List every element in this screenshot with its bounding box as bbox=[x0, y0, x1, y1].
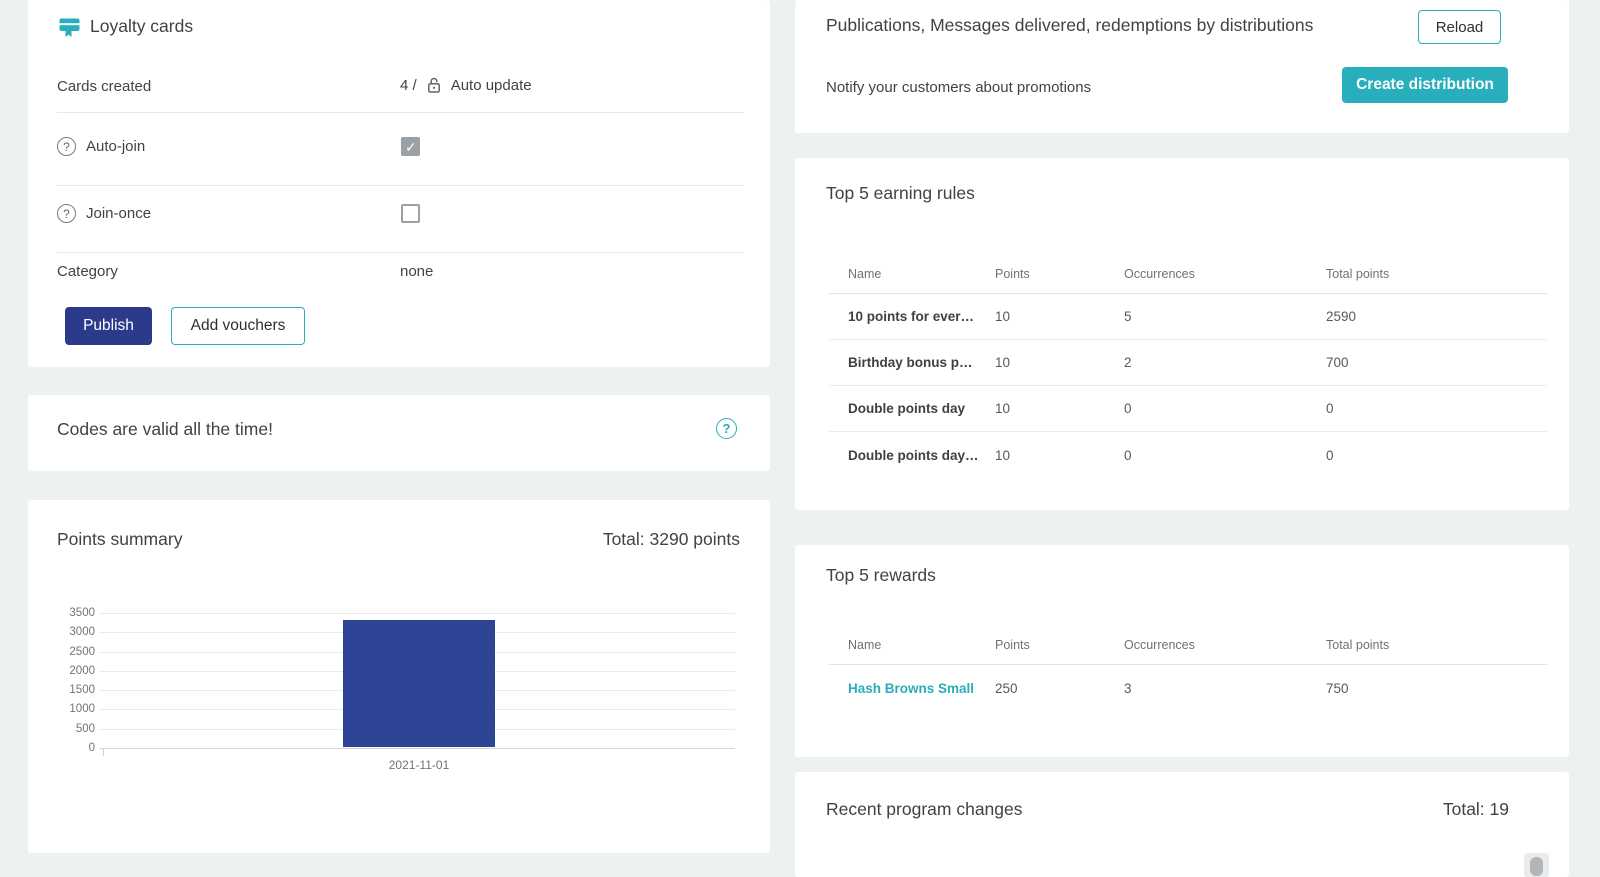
points-summary-card: Points summary Total: 3290 points 0 500 10… bbox=[28, 500, 770, 853]
row-value: 10 bbox=[995, 355, 1011, 370]
row-value: 0 bbox=[1326, 447, 1334, 463]
divider bbox=[57, 185, 744, 186]
top-rewards-card: Top 5 rewards Name Points Occurrences Total… bbox=[795, 545, 1569, 757]
x-tick-label: 2021-11-01 bbox=[388, 758, 450, 772]
codes-validity-text: Codes are valid all the time! bbox=[57, 419, 273, 439]
column-header: Occurrences bbox=[1124, 266, 1195, 281]
divider bbox=[57, 112, 744, 113]
earning-rules-title: Top 5 earning rules bbox=[826, 183, 975, 203]
auto-join-label: Auto-join bbox=[86, 138, 146, 155]
table-row: 10 points for ever… 10 5 2590 bbox=[829, 294, 1547, 340]
create-distribution-button[interactable]: Create distribution bbox=[1342, 67, 1508, 103]
y-tick-label: 2000 bbox=[69, 664, 95, 677]
y-tick-label: 0 bbox=[88, 742, 95, 754]
recent-changes-total: Total: 19 bbox=[1442, 799, 1509, 819]
rewards-title: Top 5 rewards bbox=[826, 565, 936, 585]
table-header-row: Name Points Occurrences Total points bbox=[829, 625, 1547, 665]
loyalty-cards-card: Loyalty cards Cards created 4 / Auto upd… bbox=[28, 0, 770, 367]
column-header: Total points bbox=[1326, 266, 1390, 281]
row-value: 750 bbox=[1326, 680, 1349, 696]
join-once-label: Join-once bbox=[86, 205, 152, 222]
column-header: Name bbox=[848, 266, 882, 281]
chart-bar bbox=[343, 620, 495, 747]
scrollbar-thumb[interactable] bbox=[1530, 857, 1543, 876]
gridline bbox=[99, 613, 735, 614]
recent-changes-title: Recent program changes bbox=[826, 799, 1023, 819]
row-value: 5 bbox=[1124, 309, 1132, 324]
gridline bbox=[99, 748, 735, 749]
earning-rules-table: Name Points Occurrences Total points 10 poin… bbox=[829, 254, 1547, 478]
row-name: Double points day bbox=[848, 401, 966, 416]
loyalty-cards-header: Loyalty cards bbox=[58, 15, 193, 38]
reload-button[interactable]: Reload bbox=[1418, 10, 1501, 44]
cards-created-label: Cards created bbox=[57, 78, 152, 95]
points-summary-total: Total: 3290 points bbox=[602, 529, 740, 549]
points-bar-chart: 0 500 1000 1500 2000 2500 3000 3500 2021-11-01 bbox=[69, 607, 735, 772]
card-title: Loyalty cards bbox=[90, 16, 194, 36]
row-value: 2590 bbox=[1326, 309, 1357, 324]
cards-created-count: 4 / bbox=[400, 76, 417, 94]
question-icon[interactable]: ? bbox=[57, 137, 76, 156]
y-tick-label: 1000 bbox=[69, 703, 95, 716]
column-header: Name bbox=[848, 637, 882, 652]
row-value: 700 bbox=[1326, 355, 1349, 370]
lock-icon bbox=[424, 75, 444, 95]
row-value: 0 bbox=[1124, 447, 1132, 463]
category-label: Category bbox=[57, 263, 118, 280]
auto-join-checkbox[interactable] bbox=[401, 137, 420, 156]
join-once-row: ? Join-once bbox=[57, 204, 151, 223]
y-axis-stub bbox=[103, 748, 104, 756]
column-header: Points bbox=[995, 266, 1030, 281]
question-icon[interactable]: ? bbox=[57, 204, 76, 223]
table-row: Double points day… 10 0 0 bbox=[829, 432, 1547, 478]
row-value: 250 bbox=[995, 680, 1018, 696]
reward-name-link[interactable]: Hash Browns Small bbox=[848, 680, 975, 696]
y-tick-label: 500 bbox=[75, 722, 95, 735]
column-header: Occurrences bbox=[1124, 637, 1195, 652]
top-earning-rules-card: Top 5 earning rules Name Points Occurrence… bbox=[795, 158, 1569, 510]
y-tick-label: 3500 bbox=[69, 607, 95, 619]
y-tick-label: 3000 bbox=[69, 626, 95, 639]
row-name: Double points day… bbox=[848, 447, 979, 463]
join-once-checkbox[interactable] bbox=[401, 204, 420, 223]
auto-update-label: Auto update bbox=[450, 76, 532, 94]
y-tick-label: 1500 bbox=[69, 684, 95, 697]
column-header: Total points bbox=[1326, 637, 1390, 652]
category-value: none bbox=[400, 263, 434, 280]
row-value: 2 bbox=[1124, 355, 1132, 370]
row-value: 10 bbox=[995, 309, 1011, 324]
publications-subtitle: Notify your customers about promotions bbox=[826, 79, 1092, 96]
row-value: 0 bbox=[1326, 401, 1334, 416]
question-icon[interactable]: ? bbox=[716, 418, 737, 439]
row-value: 10 bbox=[995, 447, 1011, 463]
publish-button[interactable]: Publish bbox=[65, 307, 152, 345]
divider bbox=[57, 252, 744, 253]
recent-program-changes-card: Recent program changes Total: 19 bbox=[795, 772, 1569, 877]
row-value: 0 bbox=[1124, 401, 1132, 416]
rewards-table: Name Points Occurrences Total points Hash Br… bbox=[829, 625, 1547, 711]
points-summary-title: Points summary bbox=[57, 529, 183, 549]
publications-card: Publications, Messages delivered, redemp… bbox=[795, 0, 1569, 133]
table-row: Hash Browns Small 250 3 750 bbox=[829, 665, 1547, 711]
row-name: 10 points for ever… bbox=[848, 309, 975, 324]
auto-join-row: ? Auto-join bbox=[57, 137, 145, 156]
codes-validity-banner: Codes are valid all the time! ? bbox=[28, 395, 770, 471]
add-vouchers-button[interactable]: Add vouchers bbox=[171, 307, 305, 345]
row-name: Birthday bonus p… bbox=[848, 355, 973, 370]
table-row: Double points day 10 0 0 bbox=[829, 386, 1547, 432]
table-row: Birthday bonus p… 10 2 700 bbox=[829, 340, 1547, 386]
cards-created-value: 4 / Auto update bbox=[400, 75, 532, 95]
column-header: Points bbox=[995, 637, 1030, 652]
publications-title: Publications, Messages delivered, redemp… bbox=[826, 15, 1314, 35]
loyalty-card-icon bbox=[58, 15, 81, 38]
row-value: 10 bbox=[995, 401, 1011, 416]
row-value: 3 bbox=[1124, 680, 1132, 696]
table-header-row: Name Points Occurrences Total points bbox=[829, 254, 1547, 294]
y-tick-label: 2500 bbox=[69, 645, 95, 658]
